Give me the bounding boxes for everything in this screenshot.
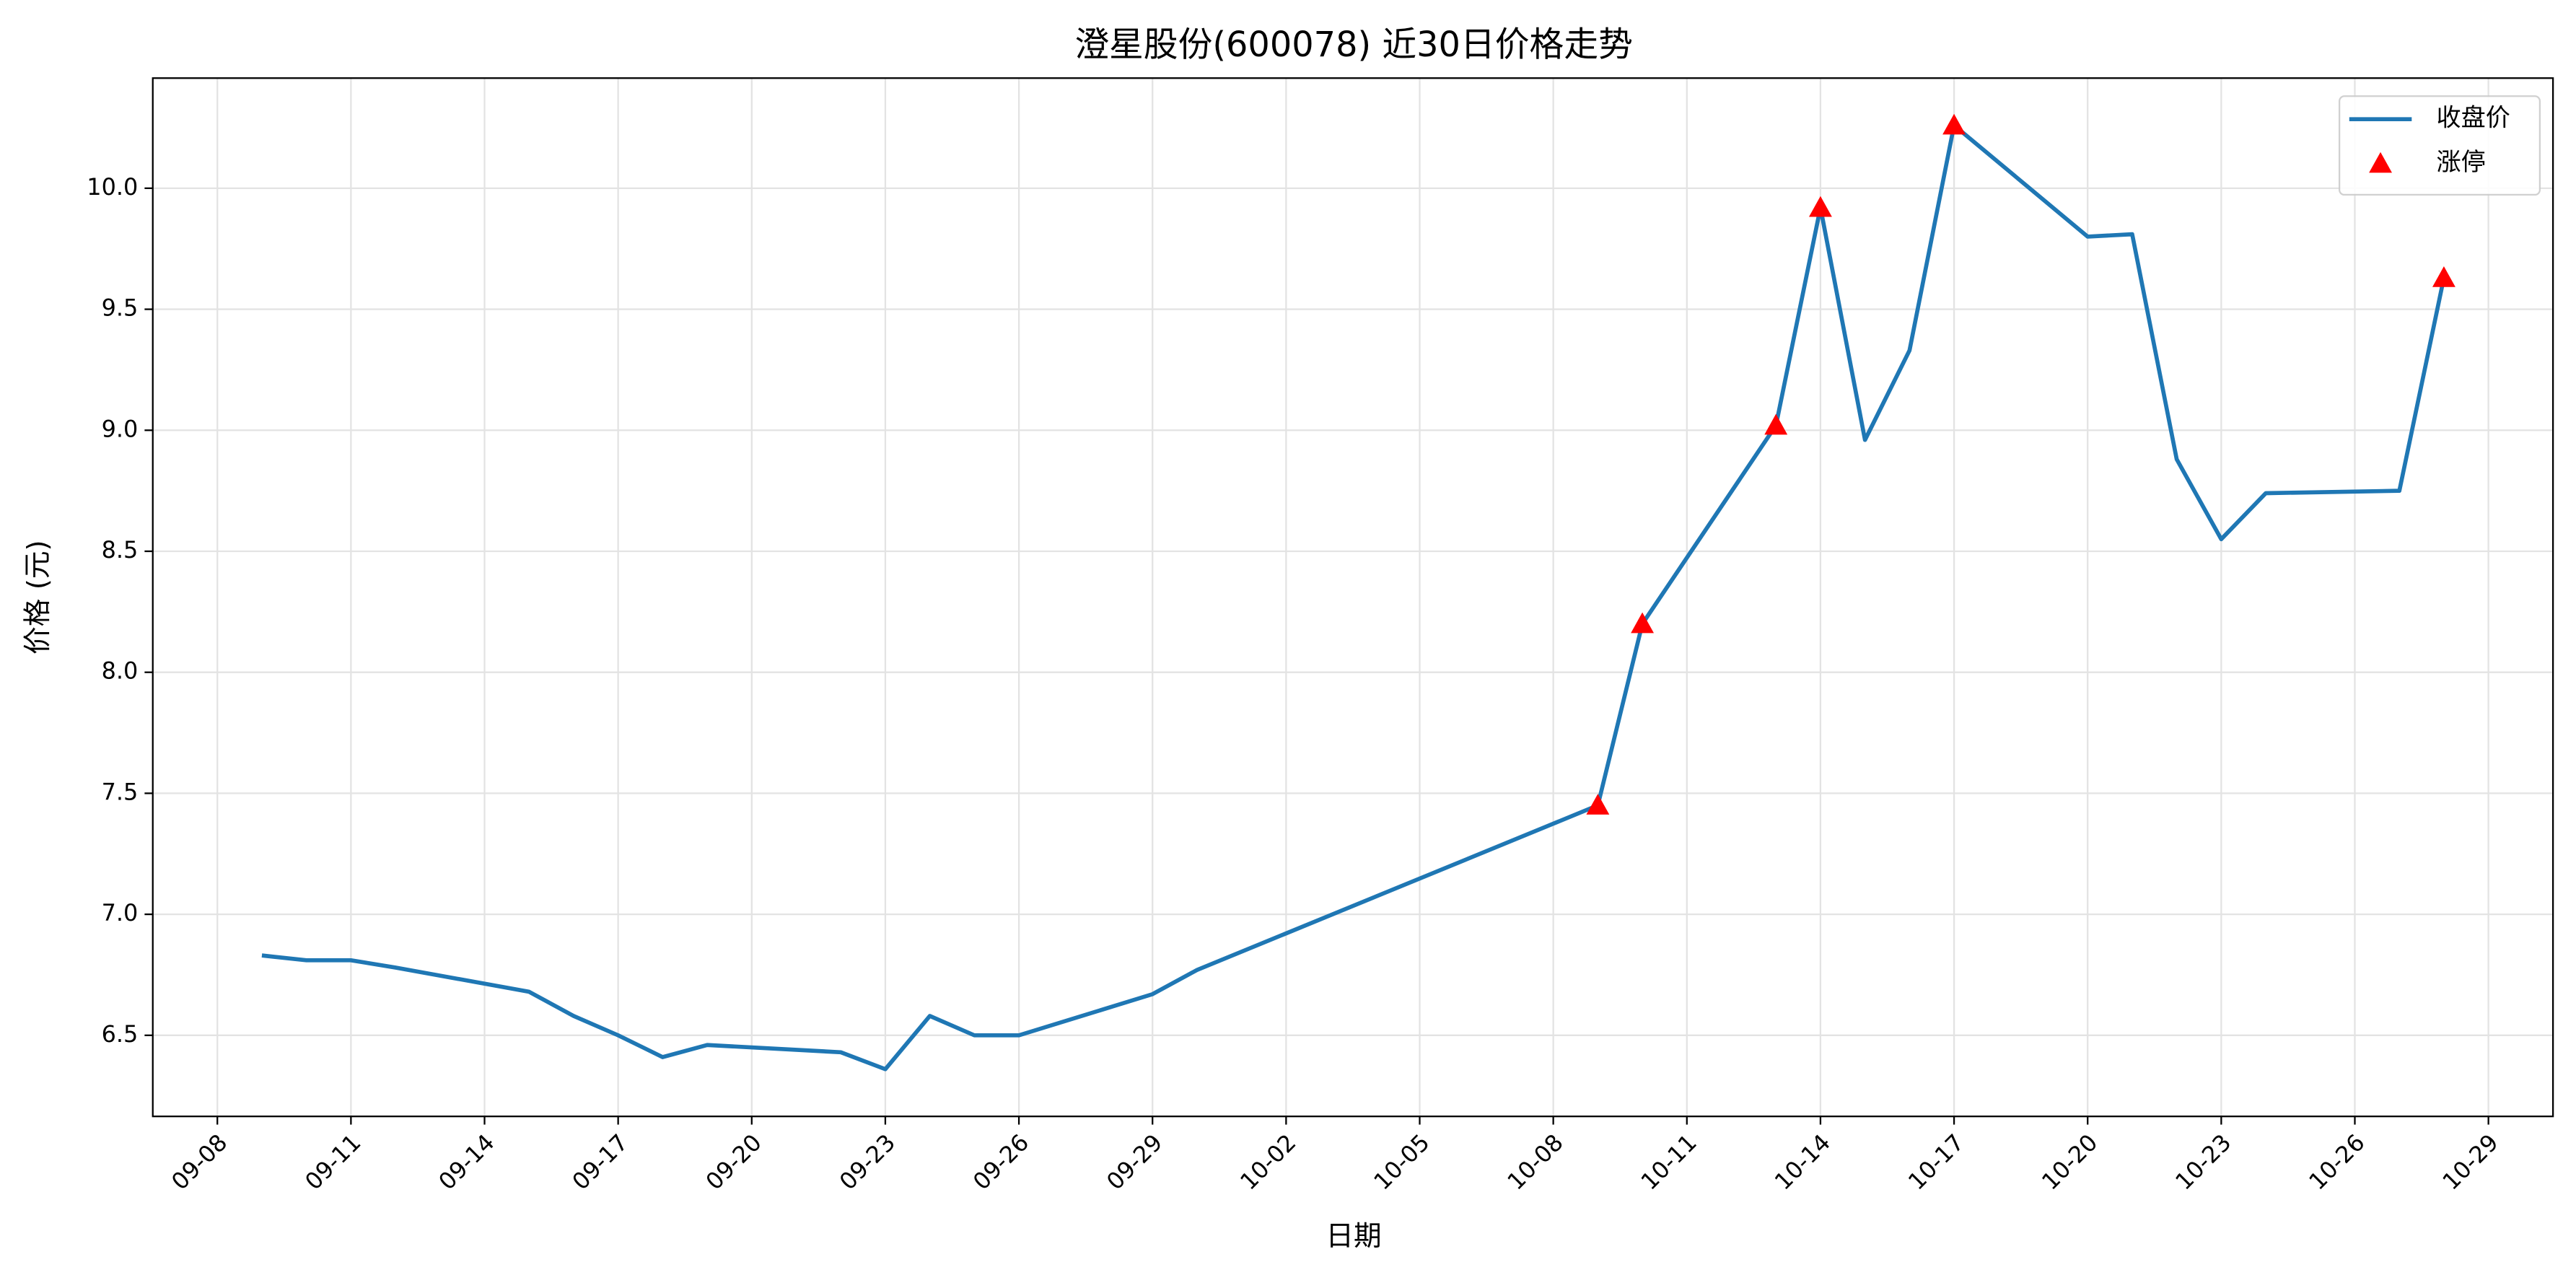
limit-up-marker [2432, 266, 2455, 287]
legend-label: 收盘价 [2436, 104, 2510, 133]
limit-up-marker [1942, 113, 1966, 135]
legend-label: 涨停 [2436, 148, 2485, 177]
x-tick-label: 09-14 [433, 1129, 499, 1195]
x-axis-label: 日期 [1326, 1220, 1381, 1253]
limit-up-marker [1808, 196, 1832, 217]
x-tick-label: 10-17 [1903, 1129, 1969, 1195]
x-tick-label: 10-02 [1235, 1129, 1301, 1195]
x-tick-label: 10-26 [2303, 1129, 2370, 1195]
x-tick-label: 09-23 [834, 1129, 901, 1195]
y-tick-label: 9.5 [102, 294, 139, 322]
y-tick-label: 7.0 [102, 899, 139, 926]
limit-up-marker [1586, 794, 1610, 815]
x-tick-label: 09-11 [299, 1129, 366, 1195]
grid [152, 78, 2554, 1117]
x-tick-label: 09-08 [166, 1129, 232, 1195]
y-tick-label: 8.0 [102, 657, 139, 685]
x-tick-label: 09-17 [566, 1129, 633, 1195]
y-axis-label: 价格 (元) [22, 540, 54, 654]
price-line [261, 123, 2446, 1072]
x-tick-label: 10-23 [2170, 1129, 2236, 1195]
x-tick-label: 10-11 [1636, 1129, 1702, 1195]
x-tick-label: 10-05 [1368, 1129, 1434, 1195]
x-tick-label: 10-29 [2437, 1129, 2503, 1195]
x-tick-label: 09-20 [701, 1129, 767, 1195]
plot [261, 113, 2455, 1072]
y-tick-label: 9.0 [102, 415, 139, 442]
plot-frame [152, 77, 2554, 1118]
limit-up-marker [1631, 612, 1655, 634]
x-tick-label: 10-20 [2036, 1129, 2103, 1195]
y-tick-label: 8.5 [102, 536, 139, 564]
x-tick-label: 10-08 [1502, 1129, 1568, 1195]
x-tick-label: 10-14 [1769, 1129, 1836, 1195]
x-tick-label: 09-29 [1101, 1129, 1167, 1195]
legend-swatch [2369, 152, 2392, 173]
y-tick-label: 7.5 [102, 778, 139, 805]
limit-up-marker [1764, 413, 1788, 435]
y-tick-label: 6.5 [102, 1020, 139, 1048]
x-tick-label: 09-26 [968, 1129, 1034, 1195]
y-tick-label: 10.0 [87, 173, 138, 201]
chart-title: 澄星股份(600078) 近30日价格走势 [1074, 25, 1633, 65]
